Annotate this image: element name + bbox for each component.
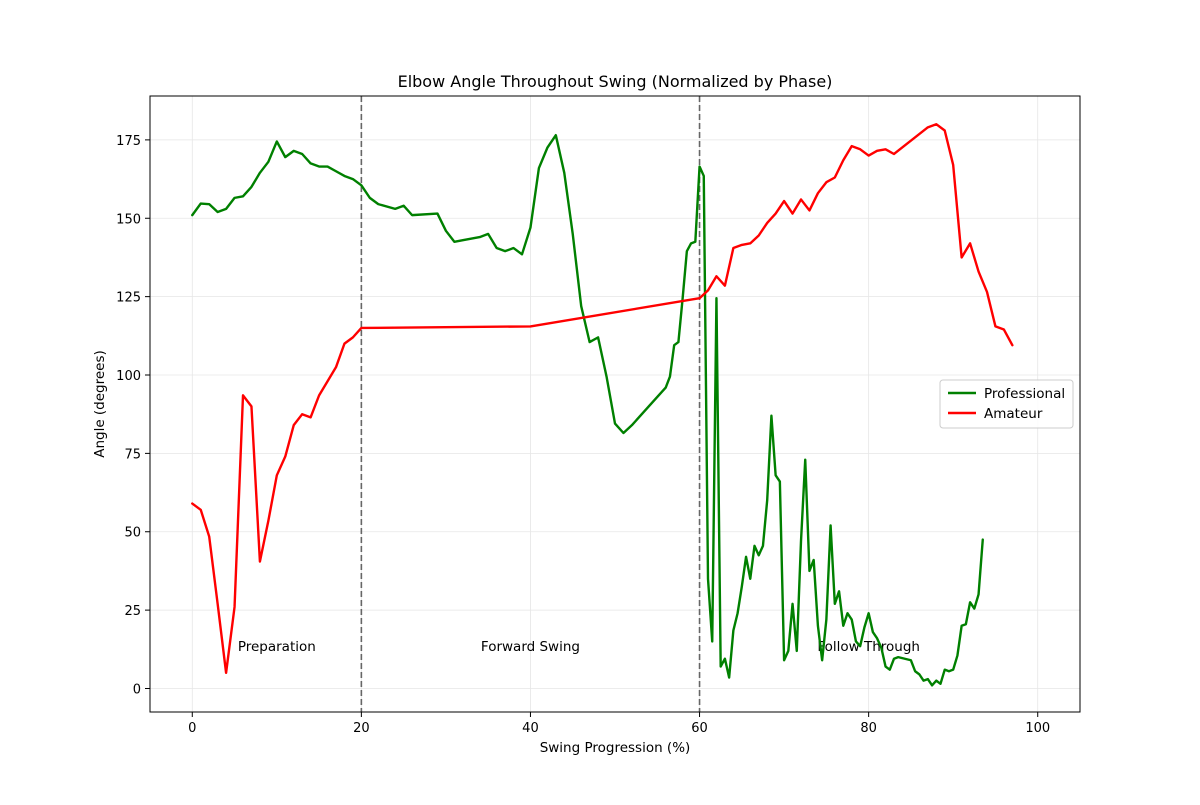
y-tick-label: 175 — [116, 134, 141, 149]
legend-label-professional: Professional — [984, 386, 1065, 402]
legend: Professional Amateur — [939, 379, 1074, 429]
y-tick-label: 75 — [124, 447, 141, 462]
chart-title: Elbow Angle Throughout Swing (Normalized… — [398, 72, 833, 91]
axes-layer — [149, 95, 1081, 713]
x-tick-label: 40 — [522, 721, 539, 736]
y-axis-label: Angle (degrees) — [92, 350, 108, 458]
grid-layer — [150, 96, 1080, 712]
plot-frame — [149, 95, 1081, 713]
phase-label: Follow Through — [817, 639, 920, 655]
phase-label: Forward Swing — [481, 639, 580, 655]
y-tick-label: 0 — [133, 682, 141, 697]
x-tick-label: 20 — [353, 721, 370, 736]
phase-boundaries: Preparation Forward Swing Follow Through — [238, 96, 920, 712]
legend-label-amateur: Amateur — [984, 406, 1043, 422]
x-tick-label: 100 — [1025, 721, 1050, 736]
y-tick-label: 50 — [124, 526, 141, 541]
y-tick-label: 25 — [124, 604, 141, 619]
x-tick-label: 60 — [691, 721, 708, 736]
ticks-layer: 0 20 40 60 80 100 0 25 50 75 100 125 150 175 — [116, 134, 1050, 736]
series-line-amateur — [191, 123, 1014, 675]
phase-label: Preparation — [238, 639, 316, 655]
series-line-professional — [191, 133, 984, 687]
x-tick-label: 0 — [188, 721, 196, 736]
series-layer — [191, 123, 1014, 687]
y-tick-label: 100 — [116, 369, 141, 384]
x-axis-label: Swing Progression (%) — [540, 740, 691, 756]
x-tick-label: 80 — [860, 721, 877, 736]
y-tick-label: 150 — [116, 212, 141, 227]
y-tick-label: 125 — [116, 291, 141, 306]
